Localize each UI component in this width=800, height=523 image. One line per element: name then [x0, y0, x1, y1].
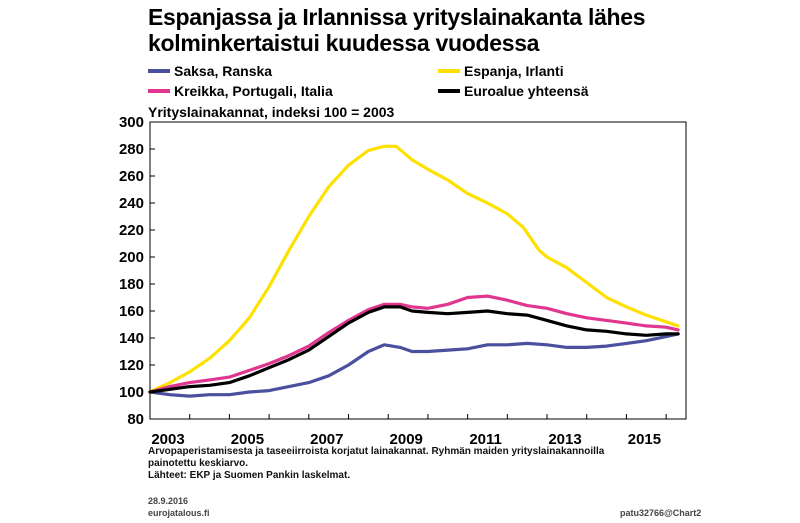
y-tick-label: 160 [119, 303, 144, 320]
footer-site: eurojatalous.fi [148, 508, 210, 518]
legend-swatch-kreikka [148, 89, 170, 93]
y-tick-label: 80 [127, 411, 144, 428]
legend-item-espanja-irlanti: Espanja, Irlanti [438, 63, 564, 79]
y-tick-label: 220 [119, 222, 144, 239]
y-tick-label: 140 [119, 330, 144, 347]
chart-title: Espanjassa ja Irlannissa yrityslainakant… [148, 4, 646, 56]
x-tick-label: 2011 [469, 431, 502, 448]
x-tick-label: 2015 [628, 431, 661, 448]
y-tick-label: 240 [119, 195, 144, 212]
title-line-2: kolminkertaistui kuudessa vuodessa [148, 30, 540, 56]
x-tick-label: 2005 [231, 431, 264, 448]
y-tick-label: 120 [119, 357, 144, 374]
title-line-1: Espanjassa ja Irlannissa yrityslainakant… [148, 4, 646, 30]
x-tick-label: 2009 [390, 431, 423, 448]
legend-swatch-euroalue [438, 89, 460, 93]
x-tick-label: 2003 [151, 431, 184, 448]
y-tick-label: 260 [119, 168, 144, 185]
series-line-euroalue [148, 305, 680, 394]
series-line-espanja [148, 144, 680, 394]
x-tick-label: 2007 [310, 431, 343, 448]
series-line-saksa [148, 332, 680, 398]
legend-item-saksa-ranska: Saksa, Ranska [148, 63, 272, 79]
footer-code: patu32766@Chart2 [620, 508, 702, 518]
legend-item-euroalue: Euroalue yhteensä [438, 83, 589, 99]
legend-label-euroalue: Euroalue yhteensä [464, 83, 589, 99]
chart-footer: Arvopaperistamisesta ja taseeiirroista k… [148, 446, 708, 482]
y-tick-label: 300 [119, 114, 144, 131]
legend-item-kreikka: Kreikka, Portugali, Italia [148, 83, 333, 99]
y-tick-label: 200 [119, 249, 144, 266]
plot-frame [149, 121, 687, 420]
footer-sources: Lähteet: EKP ja Suomen Pankin laskelmat. [148, 470, 351, 481]
chart-subtitle: Yrityslainakannat, indeksi 100 = 2003 [148, 104, 395, 120]
chart-legend: Saksa, Ranska Espanja, Irlanti Kreikka, … [148, 63, 668, 103]
legend-label-espanja: Espanja, Irlanti [464, 63, 564, 79]
footer-note-1: Arvopaperistamisesta ja taseeiirroista k… [148, 446, 605, 457]
x-tick-label: 2013 [548, 431, 581, 448]
footer-date: 28.9.2016 [148, 496, 189, 506]
y-tick-label: 280 [119, 141, 144, 158]
legend-swatch-espanja [438, 69, 460, 73]
y-tick-label: 180 [119, 276, 144, 293]
legend-label-saksa: Saksa, Ranska [174, 63, 273, 79]
legend-label-kreikka: Kreikka, Portugali, Italia [174, 83, 333, 99]
footer-note-2: painotettu keskiarvo. [148, 458, 249, 469]
y-tick-label: 100 [119, 384, 144, 401]
series-line-kreikka [148, 294, 680, 394]
legend-swatch-saksa [148, 69, 170, 73]
